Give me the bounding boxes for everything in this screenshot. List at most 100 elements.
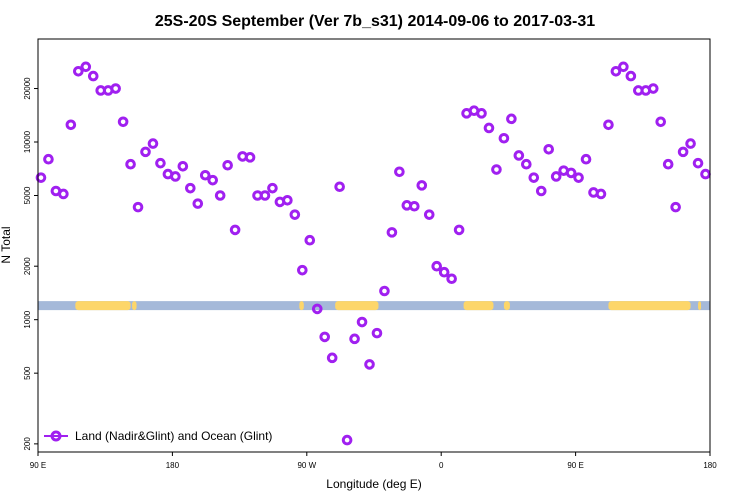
data-point bbox=[155, 157, 166, 169]
data-point bbox=[282, 194, 293, 206]
x-tick-label: 180 bbox=[703, 461, 717, 470]
data-point bbox=[692, 157, 704, 169]
x-tick-label: 90 E bbox=[567, 461, 583, 470]
data-point bbox=[662, 158, 674, 170]
data-point bbox=[110, 83, 121, 94]
data-point bbox=[423, 209, 435, 220]
y-tick-label: 2000 bbox=[23, 257, 32, 275]
data-point bbox=[446, 273, 457, 285]
land-segment bbox=[132, 301, 137, 311]
data-point bbox=[289, 209, 301, 220]
y-axis-ticks: 200 500 1000 2000 5000 10000 20000 bbox=[23, 77, 38, 451]
data-point bbox=[297, 264, 308, 276]
data-point bbox=[341, 434, 353, 446]
data-point bbox=[491, 164, 502, 175]
data-point bbox=[521, 158, 532, 170]
data-point bbox=[214, 190, 226, 201]
legend: Land (Nadir&Glint) and Ocean (Glint) bbox=[44, 429, 272, 443]
data-point bbox=[409, 200, 420, 212]
chart-title: 25S-20S September (Ver 7b_s31) 2014-09-0… bbox=[155, 13, 595, 30]
y-tick-label: 200 bbox=[23, 437, 32, 451]
data-point bbox=[326, 352, 338, 364]
data-point bbox=[476, 108, 487, 119]
data-point bbox=[35, 172, 47, 183]
data-point bbox=[132, 201, 144, 213]
x-tick-label: 90 W bbox=[297, 461, 316, 470]
data-point bbox=[573, 172, 584, 183]
data-point bbox=[259, 190, 271, 201]
plot-frame bbox=[37, 38, 711, 453]
data-point bbox=[125, 158, 136, 170]
legend-marker bbox=[50, 430, 62, 442]
y-tick-label: 10000 bbox=[23, 130, 32, 153]
data-point bbox=[625, 70, 637, 82]
data-point bbox=[543, 143, 555, 155]
data-point bbox=[207, 174, 219, 186]
data-point bbox=[700, 168, 711, 180]
x-axis-ticks: 90 E 180 90 W 0 90 E 180 bbox=[30, 452, 717, 470]
x-tick-label: 0 bbox=[439, 461, 444, 470]
data-point bbox=[311, 303, 323, 315]
data-point bbox=[498, 132, 510, 144]
data-point bbox=[550, 171, 562, 182]
data-point bbox=[170, 171, 181, 182]
data-point bbox=[319, 331, 331, 343]
y-tick-label: 1000 bbox=[23, 310, 32, 328]
data-point bbox=[618, 61, 629, 73]
land-segment bbox=[463, 301, 494, 311]
land-segment bbox=[335, 301, 379, 311]
data-point bbox=[386, 227, 398, 238]
data-point bbox=[117, 116, 129, 128]
data-point bbox=[356, 316, 368, 328]
data-point bbox=[438, 266, 450, 278]
data-point bbox=[610, 66, 622, 77]
data-point bbox=[80, 61, 92, 73]
data-point bbox=[229, 224, 241, 236]
data-point bbox=[371, 327, 383, 339]
x-tick-label: 90 E bbox=[30, 461, 46, 470]
data-point bbox=[528, 172, 540, 183]
land-segment bbox=[608, 301, 691, 311]
data-point bbox=[87, 70, 99, 82]
data-point bbox=[595, 188, 607, 200]
data-point bbox=[379, 285, 390, 297]
data-point bbox=[603, 119, 614, 131]
land-segment bbox=[698, 301, 702, 311]
data-point bbox=[506, 113, 517, 125]
data-point bbox=[65, 119, 77, 131]
land-segment bbox=[299, 301, 304, 311]
data-points bbox=[35, 61, 711, 446]
data-point bbox=[147, 138, 159, 149]
data-point bbox=[685, 138, 696, 149]
data-point bbox=[73, 66, 84, 77]
y-tick-label: 5000 bbox=[23, 186, 32, 204]
data-point bbox=[304, 234, 316, 246]
data-point bbox=[58, 188, 69, 200]
data-point bbox=[140, 146, 151, 158]
data-point bbox=[670, 201, 681, 213]
y-tick-label: 500 bbox=[23, 366, 32, 380]
data-point bbox=[349, 333, 360, 345]
y-tick-label: 20000 bbox=[23, 77, 32, 100]
data-point bbox=[677, 146, 689, 158]
land-segment bbox=[503, 301, 510, 311]
data-point bbox=[177, 160, 189, 172]
data-point bbox=[513, 150, 525, 161]
data-point bbox=[431, 260, 443, 272]
data-point bbox=[267, 182, 278, 194]
x-tick-label: 180 bbox=[166, 461, 180, 470]
y-axis-label: N Total bbox=[0, 226, 13, 263]
data-point bbox=[416, 180, 428, 191]
data-point bbox=[192, 198, 204, 209]
data-point bbox=[185, 182, 196, 194]
data-point bbox=[394, 166, 405, 178]
data-point bbox=[334, 181, 345, 193]
data-point bbox=[535, 185, 547, 197]
x-axis-label: Longitude (deg E) bbox=[326, 477, 421, 491]
data-point bbox=[43, 153, 54, 165]
data-point bbox=[655, 116, 667, 128]
data-point bbox=[565, 167, 577, 179]
legend-label: Land (Nadir&Glint) and Ocean (Glint) bbox=[75, 429, 272, 443]
land-ocean-band bbox=[38, 301, 710, 311]
